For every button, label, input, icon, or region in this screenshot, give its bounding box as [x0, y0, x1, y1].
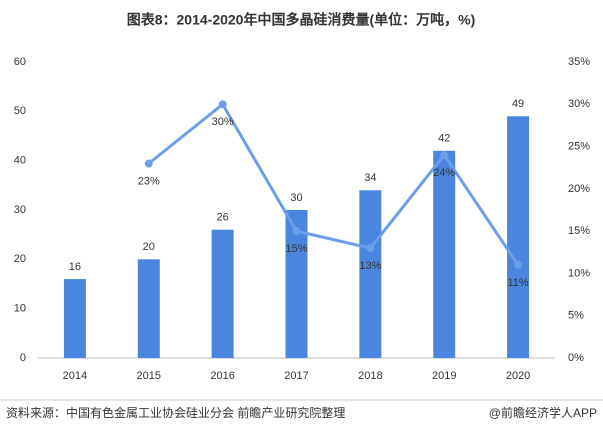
line-label: 11% — [507, 277, 528, 289]
y-tick-label: 30 — [14, 204, 26, 216]
bar — [507, 116, 530, 359]
x-tick-label: 2019 — [432, 370, 456, 382]
x-tick-label: 2017 — [284, 370, 308, 382]
chart-title: 图表8：2014-2020年中国多晶硅消费量(单位：万吨，%) — [127, 12, 476, 28]
line-label: 13% — [359, 260, 381, 272]
bar — [285, 210, 308, 358]
y2-tick-label: 5% — [568, 310, 584, 322]
bar-label: 20 — [143, 241, 155, 253]
point — [366, 244, 375, 253]
y-tick-label: 0 — [20, 352, 26, 364]
point — [292, 227, 301, 236]
x-tick-label: 2020 — [506, 370, 530, 382]
bar-label: 34 — [364, 172, 376, 184]
x-tick-label: 2016 — [210, 370, 234, 382]
bar-label: 49 — [512, 98, 524, 110]
bar — [211, 229, 234, 358]
y-tick-label: 40 — [14, 155, 26, 167]
y2-tick-label: 15% — [568, 225, 590, 237]
credit: @前瞻经济学人APP — [489, 405, 597, 420]
line-label: 23% — [138, 175, 160, 187]
y-tick-label: 10 — [14, 303, 26, 315]
line-label: 15% — [285, 243, 307, 255]
point — [218, 100, 227, 109]
bar — [359, 190, 382, 358]
bar-label: 16 — [69, 261, 81, 273]
y2-tick-label: 30% — [568, 98, 590, 110]
y2-tick-label: 25% — [568, 140, 590, 152]
bar — [433, 150, 456, 358]
y2-tick-label: 0% — [568, 352, 584, 364]
line-label: 24% — [433, 167, 455, 179]
line — [147, 102, 520, 266]
point — [144, 159, 153, 168]
y2-tick-label: 20% — [568, 183, 590, 195]
y2-tick-label: 35% — [568, 56, 590, 68]
x-tick-label: 2015 — [137, 370, 161, 382]
x-tick-label: 2018 — [358, 370, 382, 382]
line-label: 30% — [212, 116, 234, 128]
bar — [137, 259, 160, 358]
bar-label: 42 — [438, 133, 450, 145]
y-tick-label: 50 — [14, 105, 26, 117]
point — [440, 151, 449, 160]
y-tick-label: 60 — [14, 56, 26, 68]
bar-label: 30 — [290, 192, 302, 204]
bar — [63, 279, 86, 358]
source: 资料来源：中国有色金属工业协会硅业分会 前瞻产业研究院整理 — [6, 405, 345, 420]
y2-tick-label: 10% — [568, 267, 590, 279]
bar-label: 26 — [217, 212, 229, 224]
y-tick-label: 20 — [14, 253, 26, 265]
x-tick-label: 2014 — [63, 370, 87, 382]
point — [514, 260, 523, 269]
